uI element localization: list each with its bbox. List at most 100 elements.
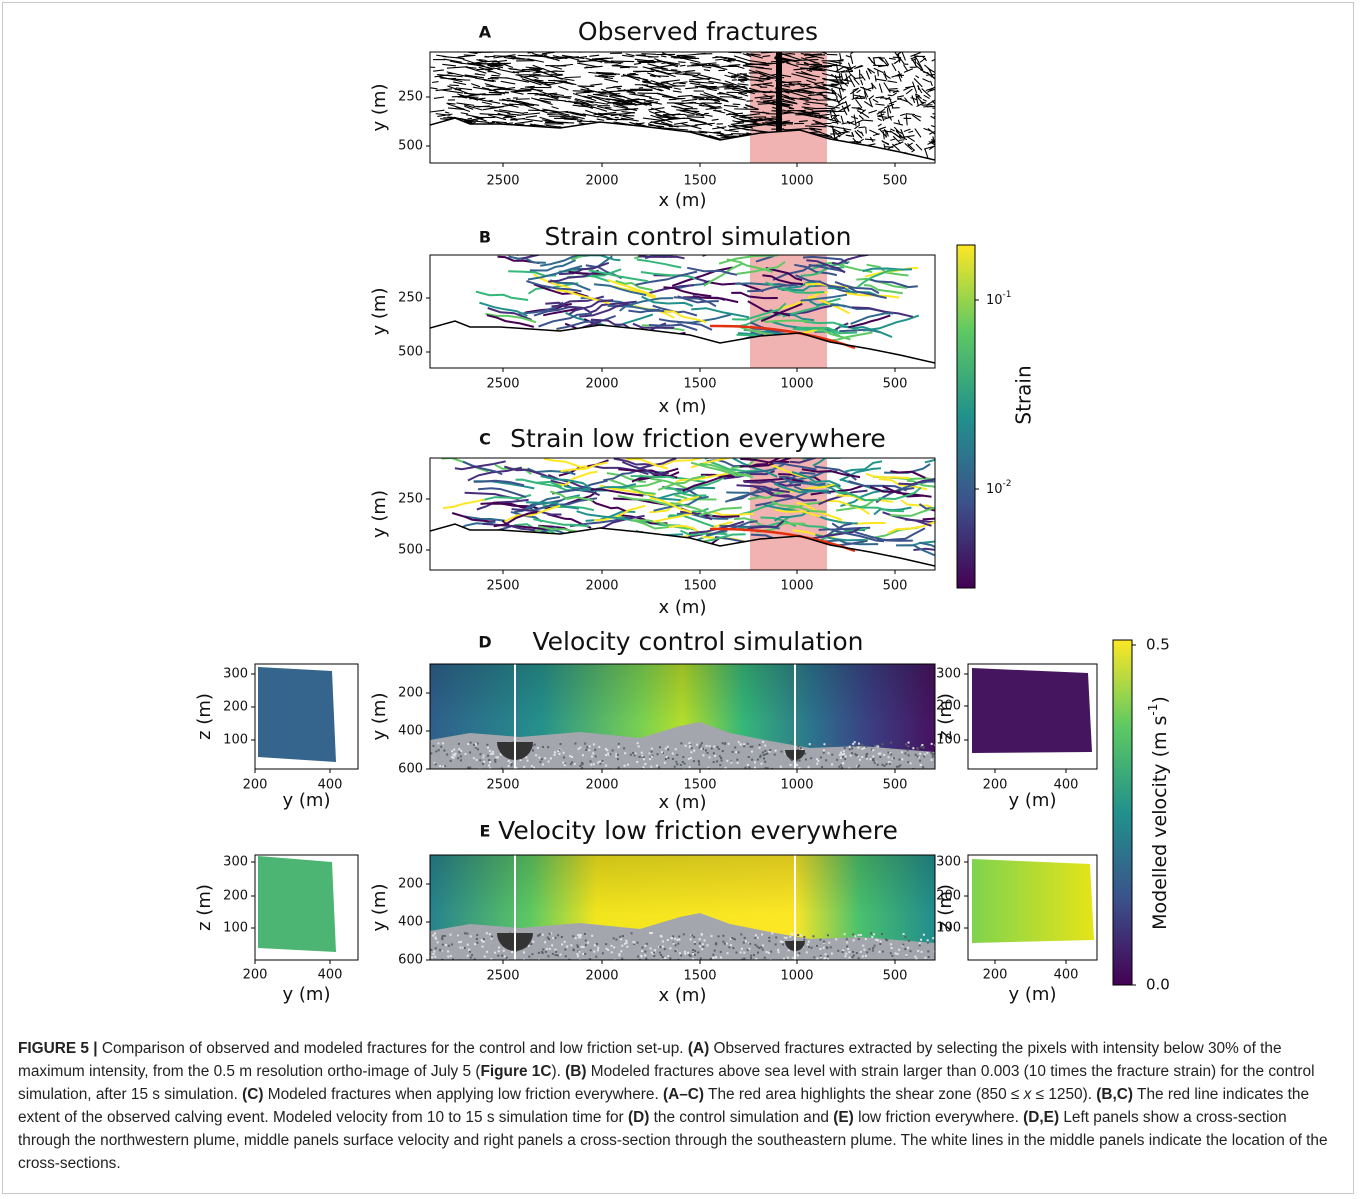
fracture <box>865 161 870 165</box>
ground-texture <box>449 955 452 958</box>
ground-texture <box>717 747 720 750</box>
ground-texture <box>697 759 700 762</box>
fracture <box>882 130 893 133</box>
fracture <box>659 137 666 140</box>
fracture <box>681 98 698 102</box>
ground-texture <box>607 948 610 951</box>
ground-texture <box>436 941 439 944</box>
ground-texture <box>768 940 771 943</box>
ground-texture <box>597 946 600 949</box>
y-tick-label: 400 <box>398 915 423 930</box>
ground-texture <box>609 753 612 756</box>
ground-texture <box>846 941 849 944</box>
ground-texture <box>842 762 845 765</box>
fracture <box>476 148 491 153</box>
ground-texture <box>706 751 709 754</box>
fracture <box>739 91 747 95</box>
ground-texture <box>843 933 846 936</box>
ground-texture <box>579 746 582 749</box>
ground-texture <box>721 742 724 745</box>
fracture <box>832 89 837 95</box>
fracture <box>903 68 914 73</box>
ground-texture <box>819 756 822 759</box>
ground-texture <box>699 744 702 747</box>
fracture <box>679 56 701 64</box>
fracture <box>673 121 688 125</box>
ground-texture <box>902 943 905 946</box>
fracture <box>649 74 669 77</box>
fracture <box>708 63 722 68</box>
fracture <box>653 122 669 126</box>
ground-texture <box>616 753 619 756</box>
fracture <box>449 60 463 65</box>
ground-texture <box>848 956 851 959</box>
ground-texture <box>716 760 719 763</box>
ground-texture <box>433 762 436 765</box>
y-tick-label: 200 <box>223 700 248 715</box>
fracture <box>721 86 741 90</box>
fracture <box>897 70 903 79</box>
fracture <box>555 150 567 154</box>
fracture <box>661 121 673 126</box>
fracture <box>653 495 709 512</box>
fracture <box>905 88 913 95</box>
ground-texture <box>866 951 869 954</box>
fracture <box>627 99 648 106</box>
ground-texture <box>759 756 762 759</box>
fracture <box>742 65 764 69</box>
fracture <box>666 166 673 168</box>
fracture <box>862 119 874 122</box>
ground-texture <box>757 951 760 954</box>
ground-texture <box>488 764 491 767</box>
fracture <box>836 165 839 175</box>
fracture <box>849 88 858 95</box>
fracture <box>598 132 612 137</box>
fracture <box>896 52 907 56</box>
ground-texture <box>664 747 667 750</box>
fracture <box>684 144 703 151</box>
fracture <box>864 151 873 158</box>
fracture <box>686 116 705 118</box>
ground-texture <box>877 752 880 755</box>
fracture <box>603 469 639 482</box>
ground-texture <box>764 760 767 763</box>
ground-texture <box>487 746 490 749</box>
ground-texture <box>920 745 923 748</box>
fracture <box>463 138 480 142</box>
ground-texture <box>771 767 774 769</box>
fracture <box>669 157 683 160</box>
fracture <box>618 114 634 120</box>
fracture <box>774 509 810 522</box>
ground-texture <box>432 744 435 747</box>
ground-texture <box>576 952 579 955</box>
ground-texture <box>806 943 809 946</box>
fracture <box>615 279 653 292</box>
ground-texture <box>473 958 476 960</box>
ground-texture <box>927 956 930 959</box>
fracture <box>470 137 479 140</box>
fracture <box>750 53 761 56</box>
fracture <box>477 487 527 499</box>
fracture <box>696 546 756 558</box>
ground-texture <box>701 948 704 951</box>
ground-texture <box>577 747 580 750</box>
ground-texture <box>780 750 783 753</box>
fracture <box>590 83 603 86</box>
fracture <box>664 165 680 166</box>
ground-texture <box>706 944 709 947</box>
ground-texture <box>433 950 436 953</box>
fracture <box>593 111 617 116</box>
fracture <box>575 98 594 104</box>
fracture <box>465 66 487 74</box>
colorbar <box>956 244 976 589</box>
ground-texture <box>650 747 653 750</box>
ground-texture <box>924 956 927 959</box>
fracture <box>791 73 817 81</box>
ground-texture <box>774 943 777 946</box>
ground-texture <box>687 757 690 760</box>
ground-texture <box>754 766 757 769</box>
colorbar <box>1112 639 1133 986</box>
fracture <box>482 158 502 160</box>
ground-texture <box>581 766 584 769</box>
ground-texture <box>479 759 482 762</box>
